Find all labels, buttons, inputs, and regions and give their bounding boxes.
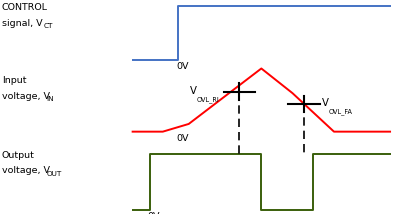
Text: Input: Input — [2, 76, 26, 85]
Text: CONTROL: CONTROL — [2, 3, 48, 12]
Text: voltage, V: voltage, V — [2, 92, 50, 101]
Text: OVL_RI: OVL_RI — [197, 96, 220, 103]
Text: OVL_FA: OVL_FA — [329, 108, 353, 115]
Text: Output: Output — [2, 151, 35, 160]
Text: 0V: 0V — [176, 134, 189, 143]
Text: 0V: 0V — [176, 62, 189, 71]
Text: CT: CT — [43, 23, 53, 29]
Text: IN: IN — [46, 96, 54, 102]
Text: voltage, V: voltage, V — [2, 166, 50, 175]
Text: signal, V: signal, V — [2, 19, 42, 28]
Text: 0V: 0V — [148, 212, 160, 214]
Text: OUT: OUT — [46, 171, 62, 177]
Text: V: V — [322, 98, 329, 108]
Text: V: V — [190, 86, 197, 95]
